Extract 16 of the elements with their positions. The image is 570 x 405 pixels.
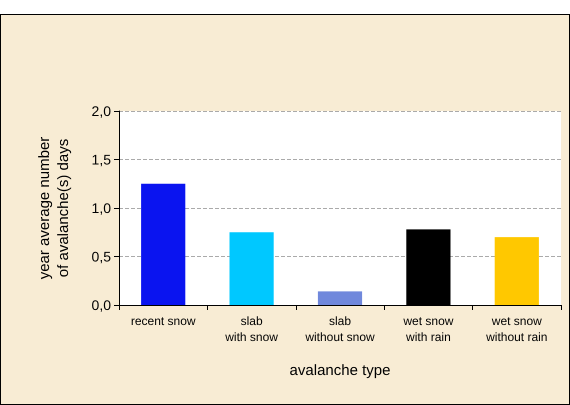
y-tick-label: 0,0 (92, 297, 112, 313)
y-tick-label: 1,5 (92, 152, 112, 168)
bar (141, 184, 186, 305)
bar (318, 291, 362, 305)
y-tick-label: 2,0 (92, 103, 112, 119)
x-tick-label: recent snow (130, 314, 196, 328)
x-axis-title: avalanche type (290, 362, 390, 379)
x-tick-label: slab with snow (224, 314, 278, 344)
y-tick-label: 0,5 (92, 248, 112, 264)
y-tick-label: 1,0 (92, 200, 112, 216)
y-axis-title: year average number of avalanche(s) days (36, 136, 72, 280)
x-tick-label: slab without snow (304, 314, 376, 344)
bar (230, 232, 274, 305)
x-tick-label: wet snow with rain (402, 314, 454, 344)
x-tick-label: wet snow without rain (485, 314, 548, 344)
bar (494, 237, 539, 305)
